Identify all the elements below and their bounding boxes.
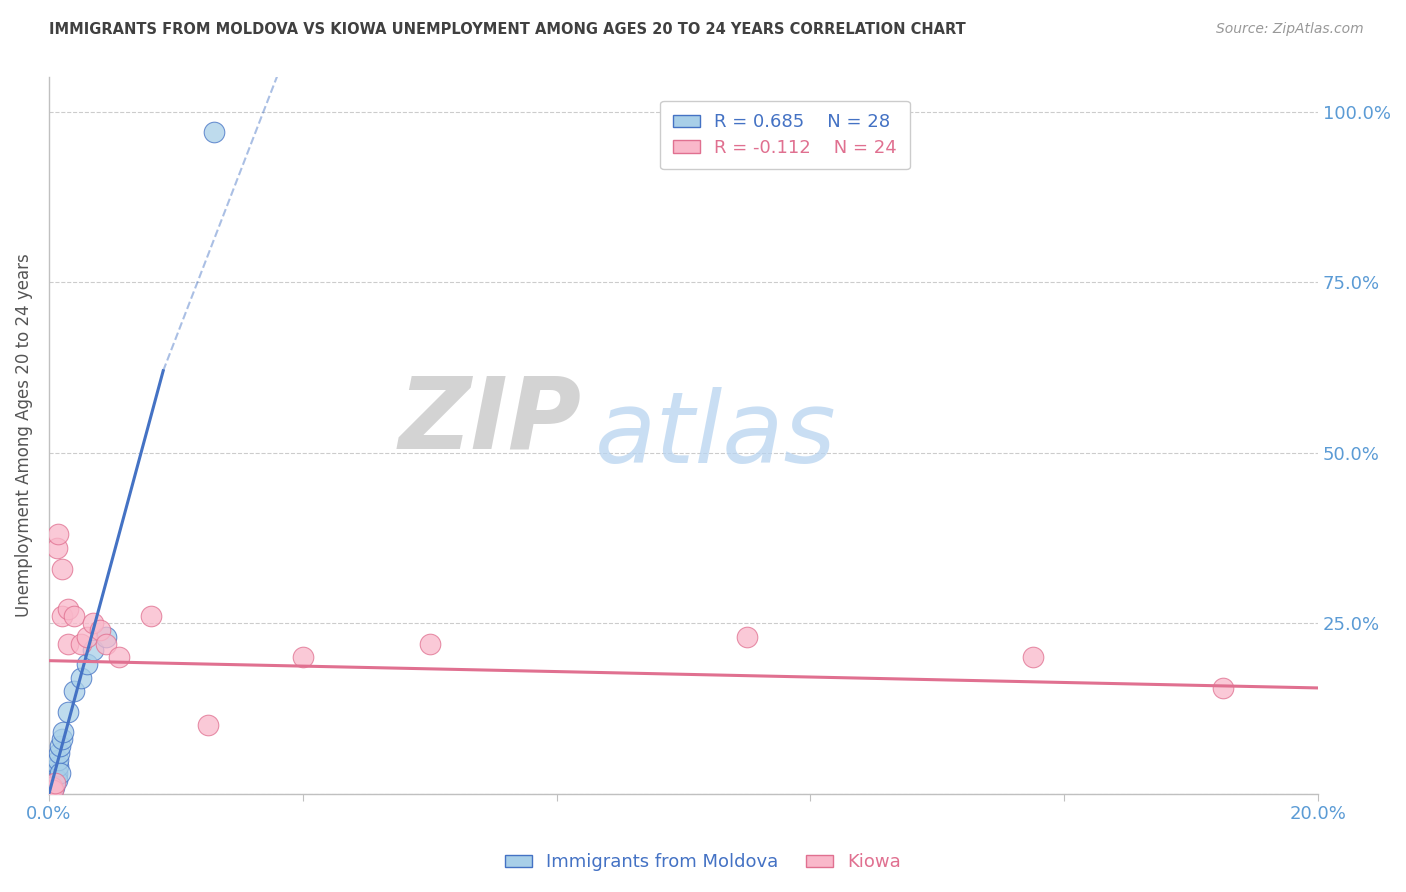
Point: [94, 637, 117, 651]
Point: [45, 541, 67, 555]
Point: [42, 780, 65, 794]
Point: [42, 772, 65, 787]
Point: [44, 776, 66, 790]
Point: [42, 776, 65, 790]
Point: [89, 623, 111, 637]
Point: [94, 630, 117, 644]
Point: [56, 602, 79, 616]
Point: [42, 780, 65, 794]
Point: [52, 725, 75, 739]
Point: [41, 776, 63, 790]
Point: [44, 774, 66, 789]
Point: [63, 684, 86, 698]
Point: [76, 657, 98, 671]
Point: [51, 732, 73, 747]
Y-axis label: Unemployment Among Ages 20 to 24 years: Unemployment Among Ages 20 to 24 years: [15, 253, 32, 617]
Point: [69, 637, 91, 651]
Legend: Immigrants from Moldova, Kiowa: Immigrants from Moldova, Kiowa: [498, 847, 908, 879]
Point: [44, 772, 66, 787]
Point: [419, 637, 441, 651]
Point: [1021, 650, 1043, 665]
Point: [1212, 681, 1234, 695]
Point: [51, 609, 73, 624]
Point: [42, 783, 65, 797]
Point: [39, 783, 62, 797]
Point: [139, 609, 162, 624]
Point: [56, 705, 79, 719]
Point: [202, 125, 225, 139]
Text: Source: ZipAtlas.com: Source: ZipAtlas.com: [1216, 22, 1364, 37]
Legend: R = 0.685    N = 28, R = -0.112    N = 24: R = 0.685 N = 28, R = -0.112 N = 24: [661, 101, 910, 169]
Point: [291, 650, 314, 665]
Text: atlas: atlas: [595, 387, 837, 484]
Point: [197, 718, 219, 732]
Point: [56, 637, 79, 651]
Point: [82, 616, 104, 631]
Point: [51, 561, 73, 575]
Point: [46, 772, 69, 787]
Point: [41, 783, 63, 797]
Point: [48, 527, 70, 541]
Point: [46, 759, 69, 773]
Point: [76, 630, 98, 644]
Point: [44, 770, 66, 784]
Point: [48, 753, 70, 767]
Point: [69, 671, 91, 685]
Text: ZIP: ZIP: [399, 373, 582, 470]
Point: [45, 766, 67, 780]
Point: [49, 766, 72, 780]
Text: IMMIGRANTS FROM MOLDOVA VS KIOWA UNEMPLOYMENT AMONG AGES 20 TO 24 YEARS CORRELAT: IMMIGRANTS FROM MOLDOVA VS KIOWA UNEMPLO…: [49, 22, 966, 37]
Point: [41, 780, 63, 794]
Point: [82, 643, 104, 657]
Point: [735, 630, 758, 644]
Point: [63, 609, 86, 624]
Point: [41, 780, 63, 794]
Point: [48, 746, 70, 760]
Point: [39, 783, 62, 797]
Point: [49, 739, 72, 753]
Point: [107, 650, 129, 665]
Point: [39, 781, 62, 796]
